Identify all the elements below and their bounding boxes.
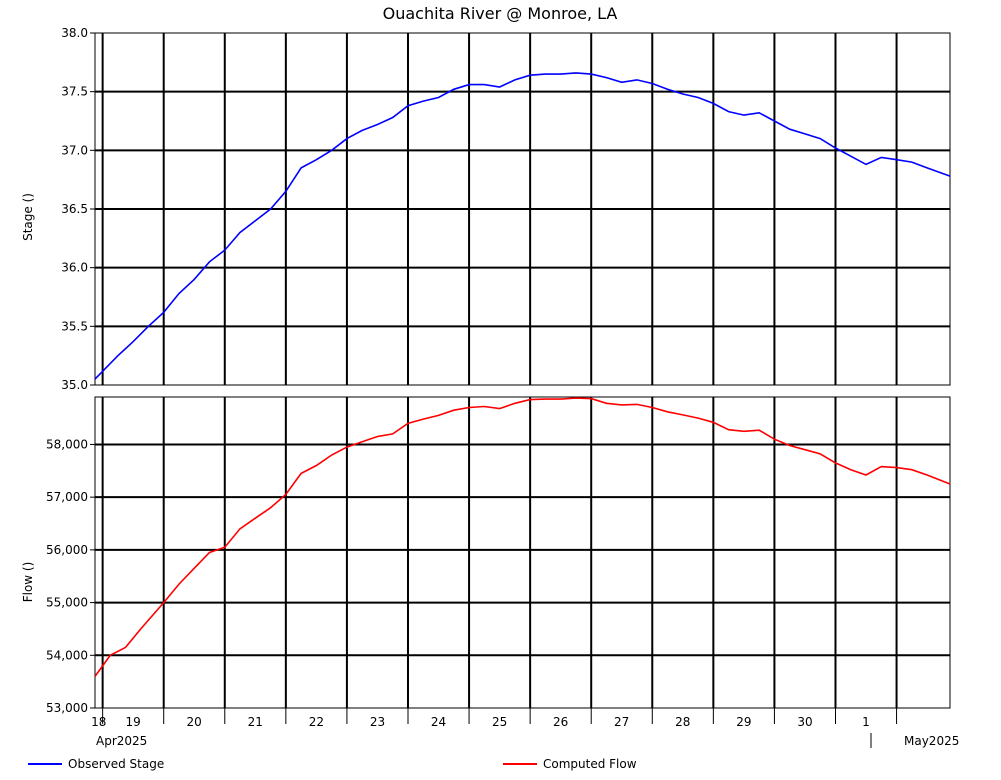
stage-y-tick-label: 37.0	[61, 143, 88, 157]
x-day-label: 1	[862, 715, 870, 729]
x-day-label: 21	[248, 715, 263, 729]
flow-y-ticks: 53,000 54,000 55,000 56,000 57,000 58,000	[46, 437, 95, 715]
x-day-label: 22	[309, 715, 324, 729]
x-day-label: 24	[431, 715, 446, 729]
flow-axis-label: Flow ()	[21, 562, 35, 603]
flow-y-tick-label: 56,000	[46, 543, 88, 557]
computed-flow-line	[94, 397, 951, 677]
x-day-label: 28	[675, 715, 690, 729]
flow-y-tick-label: 55,000	[46, 596, 88, 610]
flow-grid	[95, 397, 950, 708]
x-day-label: 29	[736, 715, 751, 729]
legend-label-stage: Observed Stage	[68, 757, 164, 771]
x-day-label: 30	[797, 715, 812, 729]
stage-panel: 35.0 35.5 36.0 36.5 37.0 37.5 38.0 Stage ()	[21, 26, 951, 392]
stage-y-tick-label: 36.0	[61, 261, 88, 275]
legend-label-flow: Computed Flow	[543, 757, 637, 771]
x-day-label: 18	[91, 715, 106, 729]
x-day-label: 19	[126, 715, 141, 729]
flow-y-tick-label: 57,000	[46, 490, 88, 504]
x-day-label: 23	[370, 715, 385, 729]
x-day-label: 25	[492, 715, 507, 729]
x-month-label-may: May2025	[904, 734, 959, 748]
x-day-label: 27	[614, 715, 629, 729]
stage-y-ticks: 35.0 35.5 36.0 36.5 37.0 37.5 38.0	[61, 26, 95, 392]
stage-y-tick-label: 37.5	[61, 85, 88, 99]
observed-stage-line	[94, 72, 951, 380]
stage-grid	[95, 33, 950, 385]
flow-y-tick-label: 53,000	[46, 701, 88, 715]
x-month-label-apr: Apr2025	[96, 734, 147, 748]
stage-y-tick-label: 38.0	[61, 26, 88, 40]
stage-y-tick-label: 35.0	[61, 378, 88, 392]
x-day-label: 26	[553, 715, 568, 729]
flow-y-tick-label: 54,000	[46, 648, 88, 662]
stage-y-tick-label: 35.5	[61, 319, 88, 333]
legend-item-flow: Computed Flow	[503, 757, 637, 771]
flow-panel: 53,000 54,000 55,000 56,000 57,000 58,000 Flo…	[21, 396, 951, 715]
legend: Observed Stage Computed Flow	[28, 757, 637, 771]
flow-plot-frame	[94, 396, 951, 709]
stage-axis-label: Stage ()	[21, 193, 35, 241]
x-day-label: 20	[187, 715, 202, 729]
flow-y-tick-label: 58,000	[46, 437, 88, 451]
chart-title: Ouachita River @ Monroe, LA	[383, 4, 618, 23]
x-axis: 18 19 20 21 22 23 24 25 26 27 28 29 30 1	[91, 708, 898, 729]
legend-item-stage: Observed Stage	[28, 757, 164, 771]
stage-y-tick-label: 36.5	[61, 202, 88, 216]
